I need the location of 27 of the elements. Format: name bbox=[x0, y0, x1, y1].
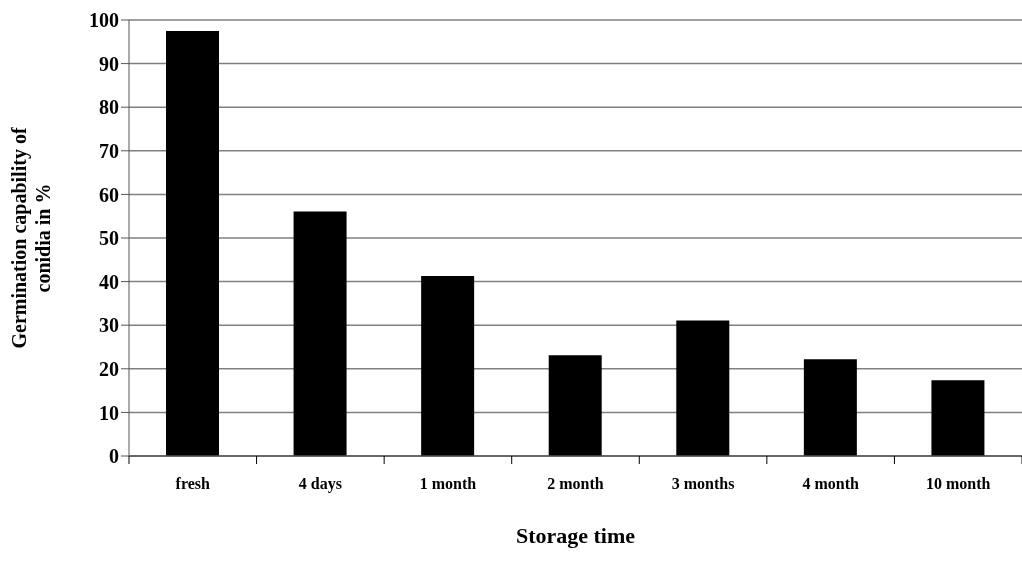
y-axis-title: Germination capability of conidia in % bbox=[8, 127, 54, 349]
y-tick-label: 80 bbox=[99, 96, 119, 119]
y-tick-label: 70 bbox=[99, 139, 119, 162]
x-tick-label: 4 days bbox=[298, 475, 342, 493]
x-tick-label: 1 month bbox=[419, 475, 477, 492]
x-tick-label: 4 month bbox=[802, 475, 859, 492]
y-tick-label: 10 bbox=[99, 401, 119, 424]
bar bbox=[548, 355, 602, 456]
y-tick-label: 40 bbox=[99, 270, 119, 293]
bar bbox=[676, 320, 730, 456]
bar bbox=[421, 275, 475, 456]
y-tick-label: 20 bbox=[99, 357, 119, 380]
bar bbox=[931, 380, 985, 456]
y-tick-label: 0 bbox=[109, 445, 119, 468]
x-tick-label: 10 month bbox=[925, 475, 991, 492]
y-tick-label: 50 bbox=[99, 227, 119, 250]
bar bbox=[166, 30, 219, 456]
y-tick-label: 30 bbox=[99, 314, 119, 337]
y-tick-label: 100 bbox=[89, 9, 119, 32]
x-tick-label: 2 month bbox=[547, 475, 604, 492]
x-axis-title: Storage time bbox=[515, 523, 636, 548]
x-tick-label: fresh bbox=[175, 475, 211, 492]
x-tick-label: 3 months bbox=[671, 475, 735, 492]
y-tick-label: 60 bbox=[99, 183, 119, 206]
bar bbox=[293, 211, 347, 456]
bar bbox=[803, 359, 857, 456]
y-tick-label: 90 bbox=[99, 52, 119, 75]
